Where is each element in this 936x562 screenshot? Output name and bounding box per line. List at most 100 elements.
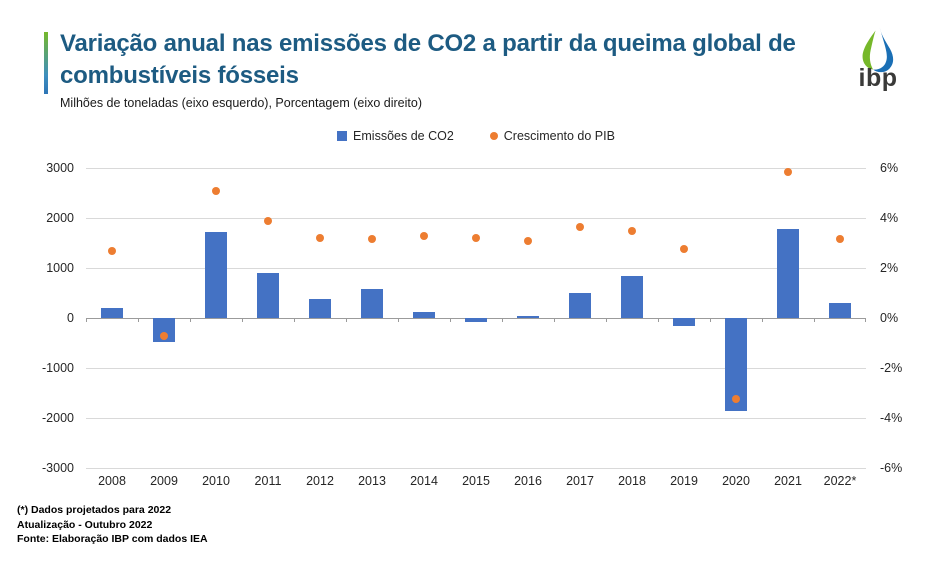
category-tick (294, 318, 295, 322)
chart-footnotes: (*) Dados projetados para 2022 Atualizaç… (17, 503, 208, 547)
chart-subtitle: Milhões de toneladas (eixo esquerdo), Po… (60, 96, 422, 110)
right-tick-6%: 6% (880, 161, 899, 175)
x-tick-2022*: 2022* (823, 474, 857, 488)
category-tick (762, 318, 763, 322)
gdp-dot-2019 (680, 245, 688, 254)
x-tick-2011: 2011 (254, 474, 282, 488)
category-tick (190, 318, 191, 322)
bar-2021 (777, 229, 799, 318)
x-tick-2016: 2016 (514, 474, 542, 488)
x-tick-2009: 2009 (150, 474, 178, 488)
right-tick-4%: 4% (880, 211, 899, 225)
category-tick (554, 318, 555, 322)
bar-2009 (153, 318, 175, 342)
gridline-1000 (86, 267, 866, 269)
category-tick (606, 318, 607, 322)
category-tick (814, 318, 815, 322)
x-tick-2010: 2010 (202, 474, 230, 488)
x-tick-2008: 2008 (98, 474, 126, 488)
bar-2012 (309, 299, 331, 318)
left-tick-2000: 2000 (46, 211, 74, 225)
footnote-projection: (*) Dados projetados para 2022 (17, 504, 172, 516)
left-tick--1000: -1000 (42, 361, 74, 375)
gdp-dot-2017 (576, 222, 584, 231)
bar-2022* (829, 302, 851, 318)
bar-2011 (257, 273, 279, 318)
bar-2017 (569, 293, 591, 318)
bar-2018 (621, 276, 643, 318)
plot-area (86, 167, 866, 469)
bar-2008 (101, 308, 123, 318)
left-tick-1000: 1000 (46, 261, 74, 275)
gdp-dot-2022* (836, 235, 844, 244)
gridline--1000 (86, 367, 866, 369)
category-tick (398, 318, 399, 322)
x-tick-2014: 2014 (410, 474, 438, 488)
gridline-3000 (86, 167, 866, 169)
x-tick-2017: 2017 (566, 474, 594, 488)
category-tick (346, 318, 347, 322)
left-tick-3000: 3000 (46, 161, 74, 175)
page-title: Variação anual nas emissões de CO2 a par… (60, 30, 796, 89)
left-tick--2000: -2000 (42, 411, 74, 425)
gdp-dot-2014 (420, 231, 428, 240)
x-tick-2018: 2018 (618, 474, 646, 488)
ibp-logo: ibp (840, 24, 916, 92)
category-tick (242, 318, 243, 322)
gdp-dot-2009 (160, 331, 168, 340)
x-axis: 2008 2009 2010 2011 2012 2013 2014 2015 2016 2017… (86, 474, 866, 492)
bar-2020 (725, 318, 747, 411)
legend-item-pib: Crescimento do PIB (489, 129, 615, 143)
x-tick-2021: 2021 (774, 474, 802, 488)
gdp-dot-2020 (732, 395, 740, 404)
bar-2019 (673, 318, 695, 326)
legend-marker-square (337, 131, 348, 141)
bar-2015 (465, 318, 487, 322)
gdp-dot-2021 (784, 167, 792, 176)
ibp-drop-icon (862, 27, 894, 73)
gdp-dot-2008 (108, 246, 116, 255)
gdp-dot-2018 (628, 226, 636, 235)
category-tick (138, 318, 139, 322)
bar-2016 (517, 316, 539, 318)
right-tick--6%: -6% (880, 461, 903, 475)
ibp-logo-text: ibp (858, 64, 898, 92)
gridline--2000 (86, 417, 866, 419)
right-axis: 6% 4% 2% 0% -2% -4% -6% (872, 161, 932, 475)
left-tick-0: 0 (67, 311, 74, 325)
legend-marker-circle (489, 132, 498, 140)
x-tick-2020: 2020 (722, 474, 750, 488)
legend-label: Crescimento do PIB (503, 129, 615, 143)
category-tick (86, 318, 87, 322)
legend-label: Emissões de CO2 (353, 129, 454, 143)
gdp-dot-2013 (368, 235, 376, 244)
category-tick (710, 318, 711, 322)
gridline-2000 (86, 217, 866, 219)
gdp-dot-2010 (212, 186, 220, 195)
right-tick--2%: -2% (880, 361, 903, 375)
bar-2014 (413, 312, 435, 318)
right-tick--4%: -4% (880, 411, 903, 425)
category-tick (658, 318, 659, 322)
x-tick-2012: 2012 (306, 474, 334, 488)
x-tick-2015: 2015 (462, 474, 490, 488)
category-tick (865, 318, 866, 322)
gdp-dot-2016 (524, 236, 532, 245)
x-tick-2013: 2013 (358, 474, 386, 488)
right-tick-2%: 2% (880, 261, 899, 275)
footnote-update: Atualização - Outubro 2022 (17, 518, 153, 531)
gdp-dot-2011 (264, 216, 272, 225)
left-tick--3000: -3000 (42, 461, 74, 475)
title-accent-bar (44, 32, 48, 94)
bar-2013 (361, 289, 383, 318)
chart-legend: Emissões de CO2 Crescimento do PIB (86, 129, 866, 143)
category-tick (502, 318, 503, 322)
x-tick-2019: 2019 (670, 474, 698, 488)
legend-item-co2: Emissões de CO2 (337, 129, 454, 143)
left-axis: 3000 2000 1000 0 -1000 -2000 -3000 (0, 161, 76, 475)
bar-2010 (205, 232, 227, 318)
gdp-dot-2012 (316, 234, 324, 242)
footnote-source: Fonte: Elaboração IBP com dados IEA (17, 533, 208, 545)
category-tick (450, 318, 451, 322)
